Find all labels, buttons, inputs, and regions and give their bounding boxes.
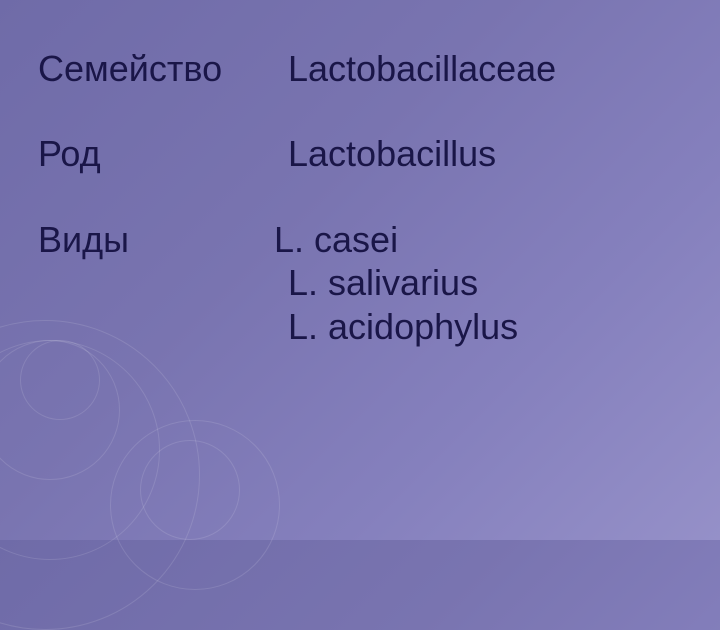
value-genus: Lactobacillus [288,133,682,174]
value-species-first: L. casei [274,219,682,262]
value-species-second: L. salivarius [288,262,682,305]
row-species: Виды L. casei [38,219,682,262]
species-item: L. acidophylus [288,306,682,347]
value-family: Lactobacillaceae [288,48,682,89]
row-genus: Род Lactobacillus [38,133,682,174]
slide-content: Семейство Lactobacillaceae Род Lactobaci… [0,0,720,349]
row-species-cont-2: L. acidophylus [38,306,682,349]
value-species-third: L. acidophylus [288,306,682,349]
species-item: L. casei [274,219,682,260]
row-family: Семейство Lactobacillaceae [38,48,682,89]
label-genus: Род [38,133,288,174]
species-item: L. salivarius [288,262,682,303]
label-family: Семейство [38,48,288,89]
row-species-cont-1: L. salivarius [38,262,682,305]
label-species: Виды [38,219,288,262]
